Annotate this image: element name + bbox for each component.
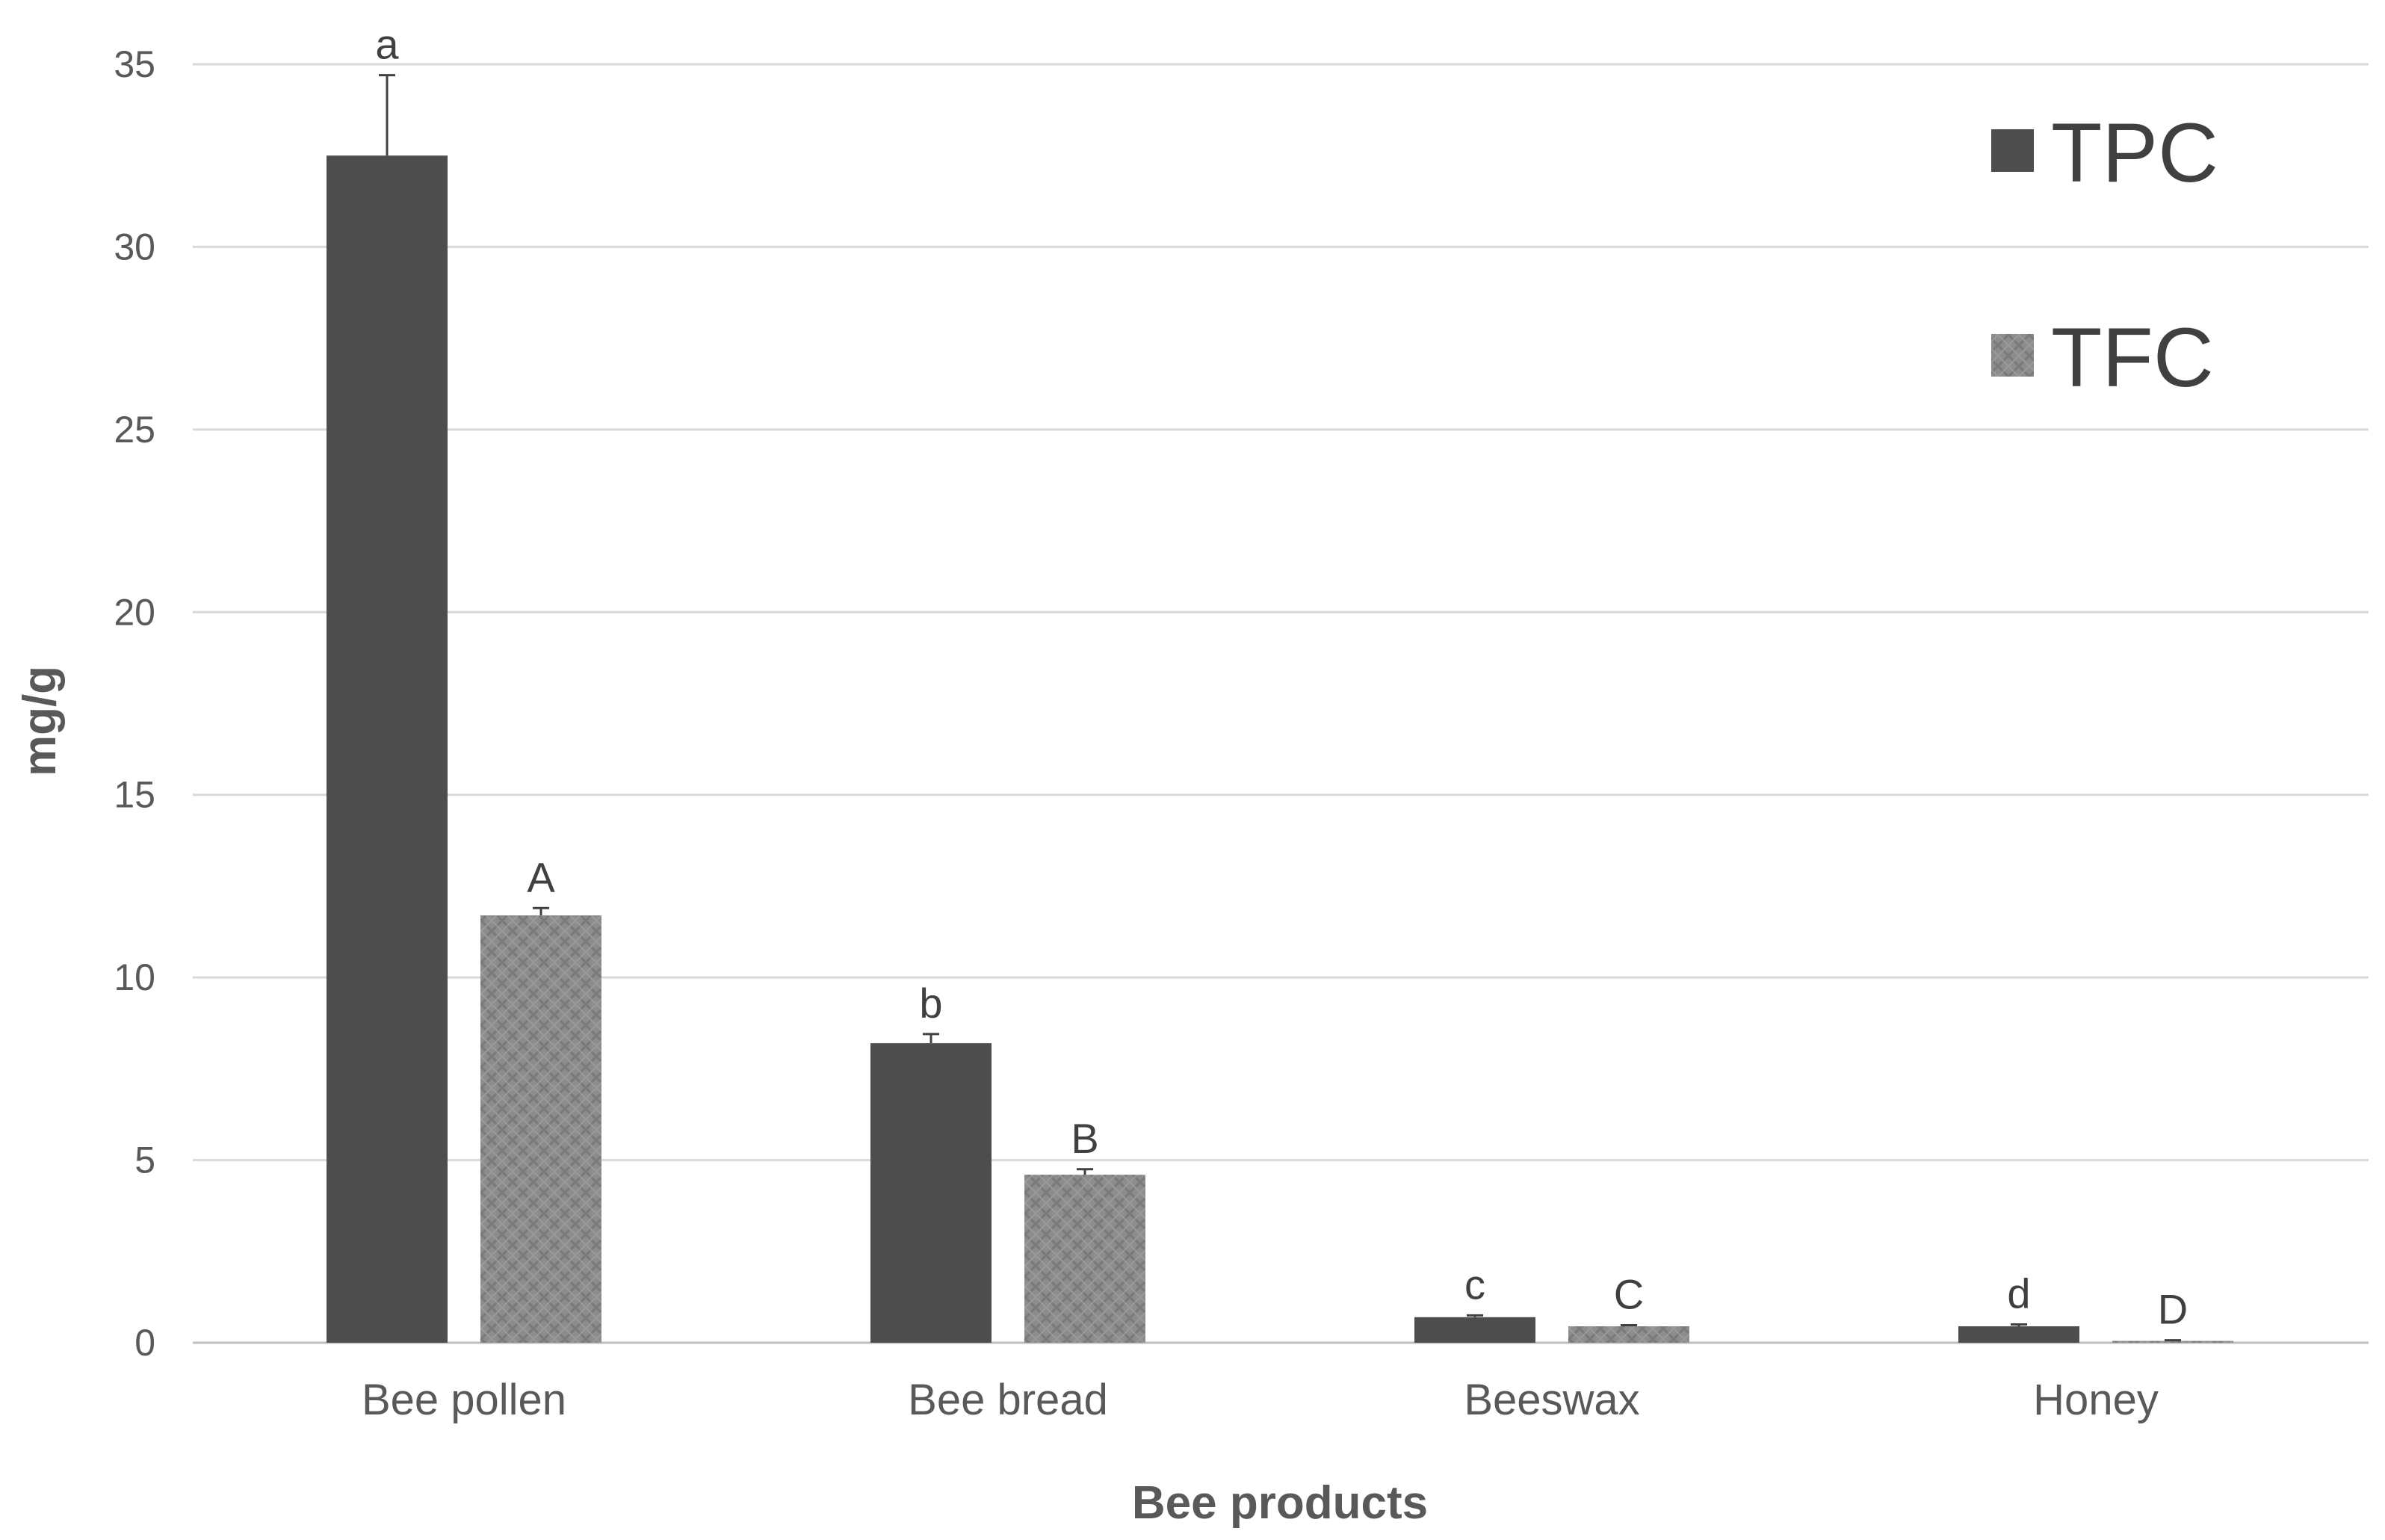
error-bar [923,1033,939,1044]
bar-tpc-bee-pollen [327,155,448,1343]
legend: TPC TFC [1991,106,2218,404]
error-bar [1077,1168,1093,1175]
significance-label: a [375,21,399,68]
x-category-label: Bee pollen [362,1376,566,1424]
bar-tfc-beeswax [1568,1326,1689,1343]
bar-tpc-beeswax [1414,1317,1535,1343]
error-bars [379,74,2181,1342]
significance-labels: a b c d A B C D [375,21,2188,1333]
y-tick-label: 5 [134,1139,155,1181]
y-tick-label: 35 [114,43,155,85]
error-bar [1467,1314,1483,1317]
x-category-label: Bee bread [908,1376,1108,1424]
error-bar [379,74,395,156]
y-axis-ticks: 0 5 10 15 20 25 30 35 [114,43,155,1364]
bar-tfc-honey [2112,1340,2233,1343]
y-tick-label: 0 [134,1322,155,1364]
error-bar [2011,1323,2027,1326]
legend-label-tfc: TFC [2051,311,2214,404]
significance-label: c [1464,1261,1485,1308]
significance-label: A [527,853,555,900]
significance-label: b [919,980,942,1027]
x-axis-categories: Bee pollen Bee bread Beeswax Honey [362,1376,2159,1424]
significance-label: B [1071,1115,1098,1162]
y-tick-label: 15 [114,774,155,816]
x-category-label: Beeswax [1464,1376,1639,1424]
bars [327,155,2233,1343]
y-tick-label: 30 [114,226,155,268]
significance-label: d [2007,1270,2030,1317]
legend-swatch-tfc [1991,334,2034,377]
error-bar [2165,1339,2181,1342]
bar-tfc-bee-pollen [480,915,601,1343]
bar-tpc-honey [1958,1326,2079,1343]
y-tick-label: 25 [114,409,155,451]
bar-tpc-bee-bread [870,1043,992,1343]
legend-label-tpc: TPC [2051,106,2218,200]
legend-swatch-tpc [1991,129,2034,172]
y-axis-title: mg/g [14,666,66,776]
x-axis-title: Bee products [1132,1477,1428,1529]
y-tick-label: 10 [114,956,155,998]
significance-label: C [1614,1271,1644,1318]
error-bar [533,906,549,916]
x-category-label: Honey [2033,1376,2159,1424]
significance-label: D [2158,1286,2188,1333]
bar-tfc-bee-bread [1024,1175,1145,1343]
y-tick-label: 20 [114,591,155,633]
